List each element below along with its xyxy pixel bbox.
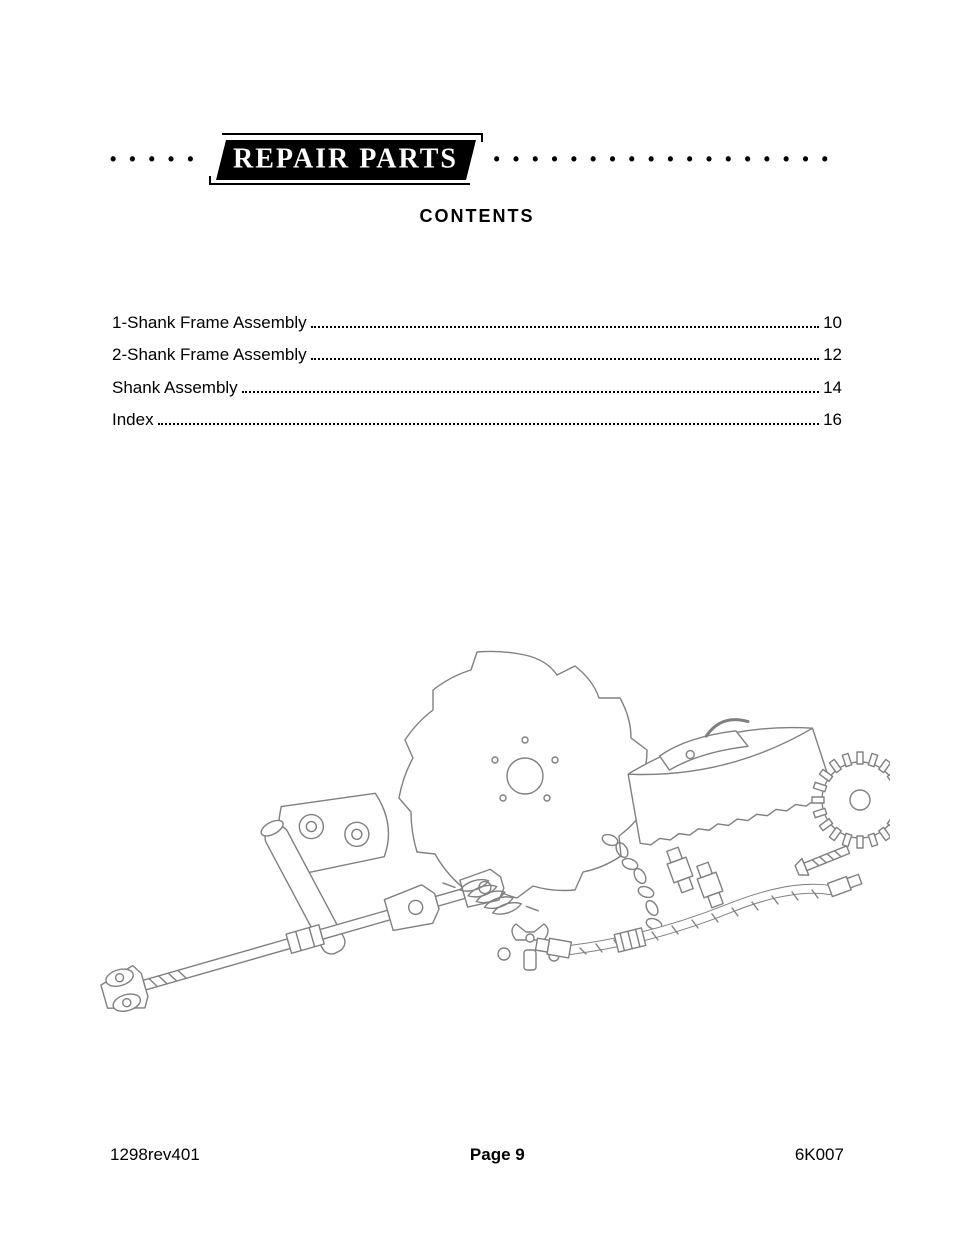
toc-label: Index xyxy=(112,404,154,436)
footer: 1298rev401 Page 9 6K007 xyxy=(0,1145,954,1165)
toc-leader xyxy=(242,375,819,392)
toc-leader xyxy=(158,408,819,425)
toc-row: Shank Assembly 14 xyxy=(112,372,842,404)
footer-center: Page 9 xyxy=(470,1145,525,1165)
title-text: REPAIR PARTS xyxy=(233,144,458,176)
toc-label: 2-Shank Frame Assembly xyxy=(112,339,307,371)
toc-row: 1-Shank Frame Assembly 10 xyxy=(112,307,842,339)
toc-row: Index 16 xyxy=(112,404,842,436)
toc-page: 10 xyxy=(823,307,842,339)
toc-page: 12 xyxy=(823,339,842,371)
toc-row: 2-Shank Frame Assembly 12 xyxy=(112,339,842,371)
toc-label: 1-Shank Frame Assembly xyxy=(112,307,307,339)
toc-page: 16 xyxy=(823,404,842,436)
page: • • • • • REPAIR PARTS • • • • • • • • •… xyxy=(0,0,954,1235)
footer-right: 6K007 xyxy=(795,1145,844,1165)
footer-left: 1298rev401 xyxy=(110,1145,200,1165)
toc-page: 14 xyxy=(823,372,842,404)
toc-label: Shank Assembly xyxy=(112,372,238,404)
parts-line-art-icon xyxy=(70,640,890,1050)
header-dots-right: • • • • • • • • • • • • • • • • • • xyxy=(494,150,832,168)
header-dots-left: • • • • • xyxy=(110,150,198,168)
toc-leader xyxy=(311,311,819,328)
subtitle: CONTENTS xyxy=(110,206,844,227)
table-of-contents: 1-Shank Frame Assembly102-Shank Frame As… xyxy=(110,307,844,436)
parts-illustration xyxy=(70,640,890,1050)
header-row: • • • • • REPAIR PARTS • • • • • • • • •… xyxy=(110,130,844,188)
toc-leader xyxy=(311,343,819,360)
title-banner: REPAIR PARTS xyxy=(204,130,488,188)
